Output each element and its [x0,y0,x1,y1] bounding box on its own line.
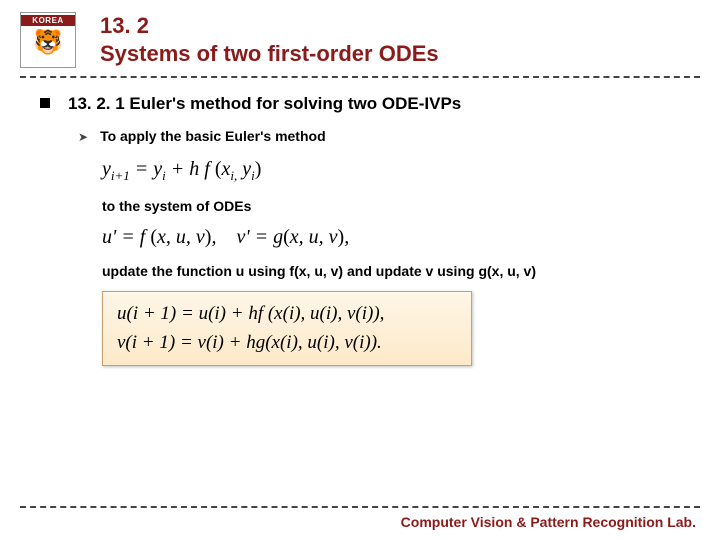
bullet-row: ➤ To apply the basic Euler's method [78,128,680,144]
subsection-row: 13. 2. 1 Euler's method for solving two … [40,94,680,114]
header: KOREA 🐯 13. 2 Systems of two first-order… [0,0,720,68]
logo-text: KOREA [21,15,75,26]
text-line-2: to the system of ODEs [102,198,680,214]
euler-formula: yi+1 = yi + h f (xi, yi) [102,158,680,184]
square-bullet-icon [40,98,50,108]
bullet-text-1: To apply the basic Euler's method [100,128,326,144]
ode-system-formula: u' = f (x, u, v), v' = g(x, u, v), [102,226,680,249]
section-number: 13. 2 [100,12,700,40]
footer-divider [20,506,700,508]
university-logo: KOREA 🐯 [20,12,76,68]
title-block: 13. 2 Systems of two first-order ODEs [100,12,700,67]
highlight-box: u(i + 1) = u(i) + hf (x(i), u(i), v(i)),… [102,291,472,366]
tiger-icon: 🐯 [33,26,63,60]
text-line-3: update the function u using f(x, u, v) a… [102,263,680,279]
update-formula-v: v(i + 1) = v(i) + hg(x(i), u(i), v(i)). [117,329,457,358]
section-title: Systems of two first-order ODEs [100,40,700,68]
content-area: 13. 2. 1 Euler's method for solving two … [0,78,720,366]
arrow-bullet-icon: ➤ [78,130,88,144]
subsection-title: 13. 2. 1 Euler's method for solving two … [68,94,461,114]
footer-text: Computer Vision & Pattern Recognition La… [401,514,696,530]
update-formula-u: u(i + 1) = u(i) + hf (x(i), u(i), v(i)), [117,300,457,329]
